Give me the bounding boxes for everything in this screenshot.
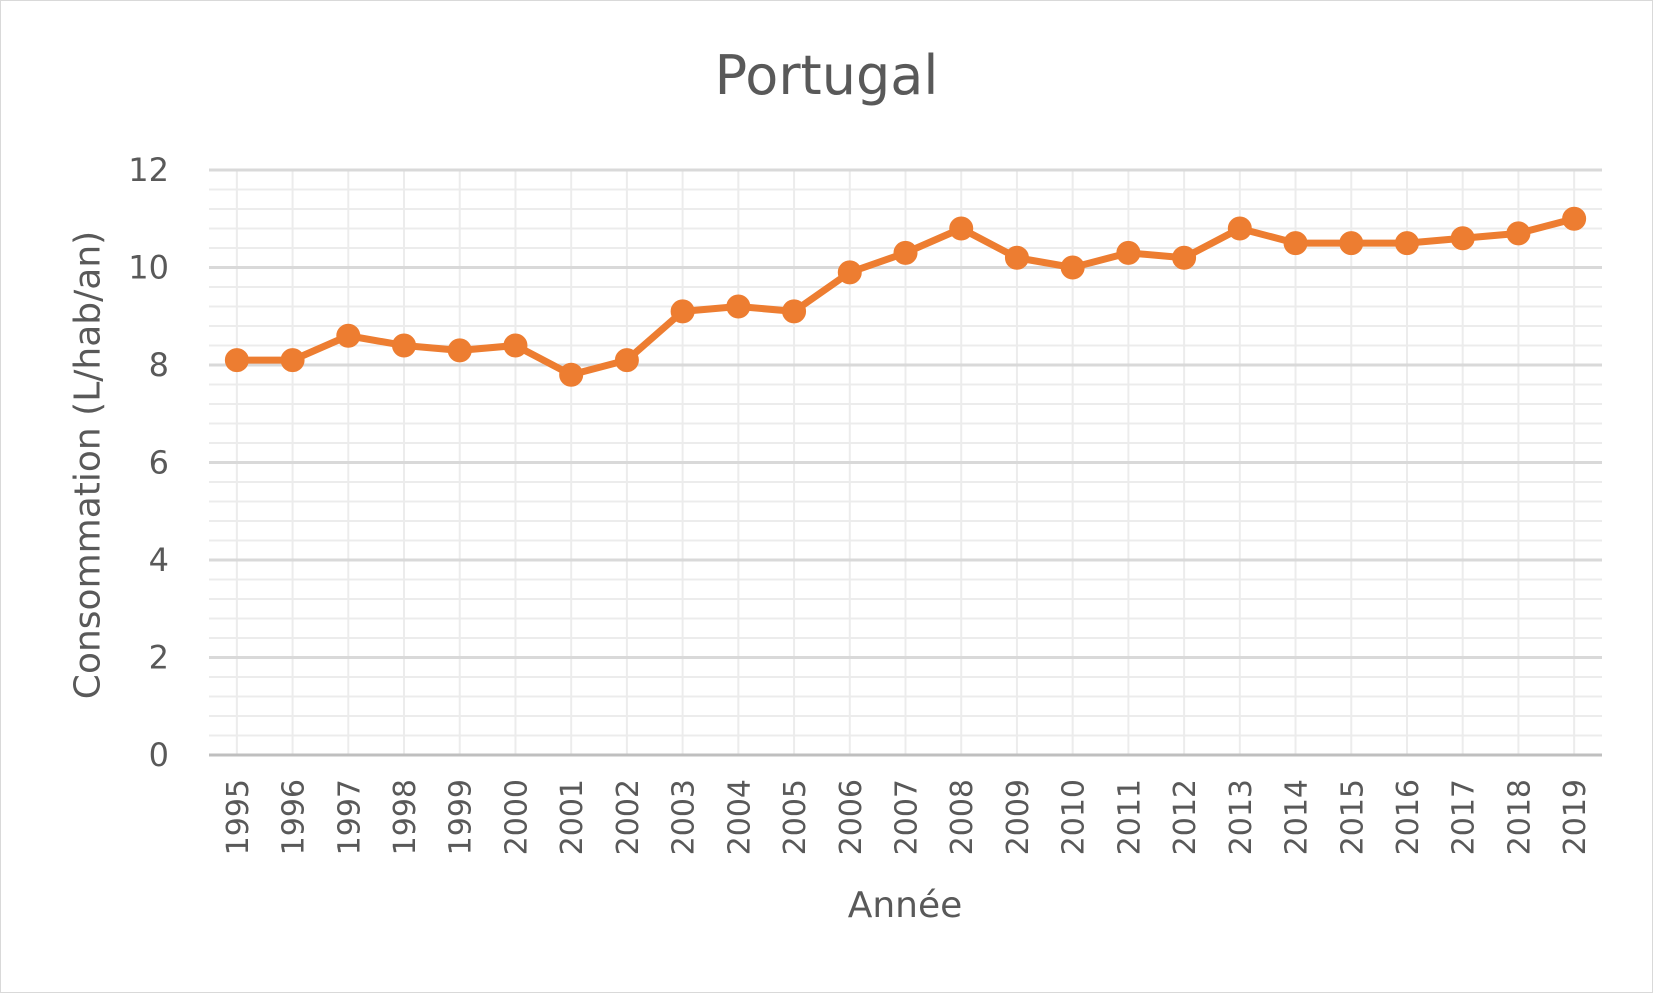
data-point — [447, 338, 472, 363]
x-tick-labels: 1995 1996 1997 1998 1999 2000 2001 2002 2003 2004… — [221, 779, 1593, 855]
y-tick-label: 6 — [149, 444, 169, 482]
data-point — [224, 348, 249, 373]
x-tick-label: 2015 — [1335, 779, 1370, 855]
x-tick-label: 2016 — [1391, 779, 1426, 855]
data-point — [280, 348, 305, 373]
x-tick-label: 2000 — [499, 779, 534, 855]
x-tick-label: 2003 — [667, 779, 702, 855]
y-tick-label: 2 — [149, 639, 169, 677]
data-point — [726, 294, 751, 319]
x-tick-label: 1999 — [444, 779, 479, 855]
data-point — [1450, 226, 1475, 251]
x-axis-title: Année — [847, 885, 963, 926]
x-tick-label: 2002 — [611, 779, 646, 855]
y-tick-label: 10 — [128, 249, 169, 287]
y-tick-label: 12 — [128, 151, 169, 189]
data-point — [503, 333, 528, 358]
data-point — [837, 260, 862, 285]
x-tick-label: 1997 — [332, 779, 367, 855]
y-tick-label: 0 — [149, 736, 169, 774]
data-point — [1506, 221, 1531, 246]
x-tick-label: 2009 — [1001, 779, 1036, 855]
x-tick-label: 2012 — [1168, 779, 1203, 855]
data-point — [1227, 216, 1252, 241]
x-tick-label: 2001 — [555, 779, 590, 855]
x-tick-label: 1996 — [277, 779, 312, 855]
data-point — [782, 299, 807, 324]
data-point — [1562, 206, 1587, 231]
x-tick-label: 2010 — [1057, 779, 1092, 855]
y-tick-labels: 0 2 4 6 8 10 12 — [128, 151, 169, 774]
series-layer — [224, 206, 1587, 387]
x-tick-label: 2014 — [1280, 779, 1315, 855]
data-point — [1283, 231, 1308, 256]
data-point — [336, 323, 361, 348]
x-tick-label: 2018 — [1502, 779, 1537, 855]
x-tick-label: 2005 — [778, 779, 813, 855]
data-point — [1060, 255, 1085, 280]
x-tick-label: 1998 — [388, 779, 423, 855]
data-point — [1116, 240, 1141, 265]
data-point — [949, 216, 974, 241]
data-point — [392, 333, 417, 358]
x-tick-label: 2013 — [1224, 779, 1259, 855]
data-point — [614, 348, 639, 373]
chart-title: Portugal — [714, 44, 939, 107]
data-point — [670, 299, 695, 324]
data-point — [893, 240, 918, 265]
data-point — [559, 362, 584, 387]
y-tick-label: 4 — [149, 541, 169, 579]
data-point — [1172, 245, 1197, 270]
x-tick-label: 1995 — [221, 779, 256, 855]
x-tick-label: 2004 — [722, 779, 757, 855]
data-point — [1394, 231, 1419, 256]
x-tick-label: 2011 — [1112, 779, 1147, 855]
major-gridlines — [209, 168, 1602, 659]
data-point — [1004, 245, 1029, 270]
x-tick-label: 2007 — [890, 779, 925, 855]
x-tick-label: 2019 — [1558, 779, 1593, 855]
x-tick-label: 2008 — [945, 779, 980, 855]
y-tick-label: 8 — [149, 346, 169, 384]
data-point — [1339, 231, 1364, 256]
x-tick-label: 2017 — [1447, 779, 1482, 855]
x-tick-label: 2006 — [834, 779, 869, 855]
